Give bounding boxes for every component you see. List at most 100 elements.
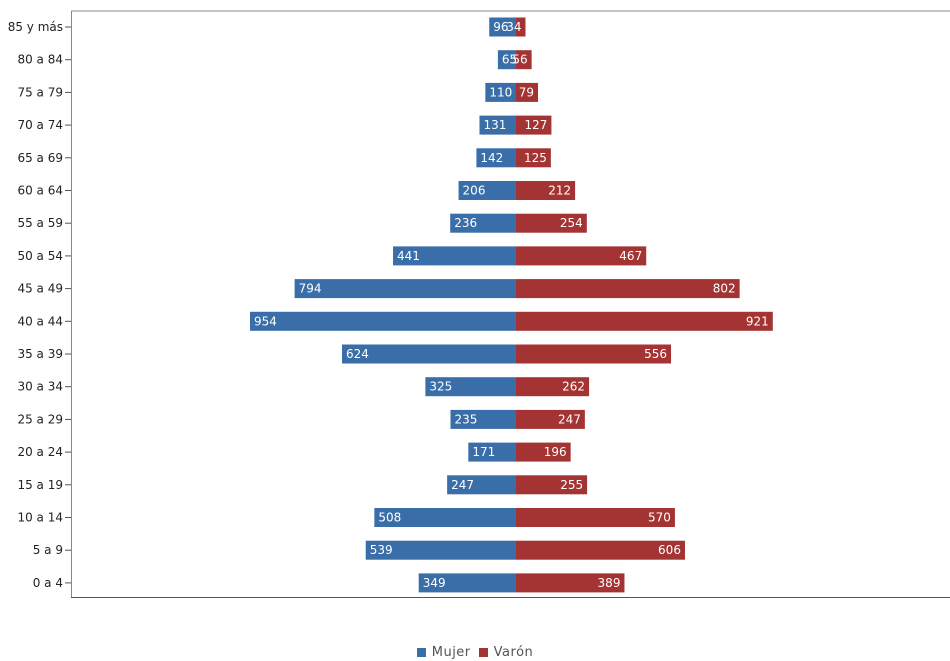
bar-mujer bbox=[374, 508, 516, 527]
data-label-varon: 247 bbox=[558, 412, 581, 426]
legend: Mujer Varón bbox=[0, 645, 950, 661]
bar-varon bbox=[516, 50, 532, 70]
bar-mujer bbox=[479, 115, 516, 135]
category-tick-label: 55 a 59 bbox=[17, 216, 63, 230]
data-label-mujer: 65 bbox=[502, 53, 517, 67]
category-tick-label: 80 a 84 bbox=[17, 53, 63, 67]
bar-mujer bbox=[497, 50, 516, 70]
bar-varon bbox=[516, 246, 647, 266]
category-tick-label: 45 a 49 bbox=[17, 282, 63, 296]
category-tick-label: 20 a 24 bbox=[17, 445, 63, 459]
data-label-mujer: 142 bbox=[480, 151, 503, 165]
data-label-varon: 125 bbox=[524, 151, 547, 165]
category-tick-label: 65 a 69 bbox=[17, 151, 63, 165]
data-label-mujer: 235 bbox=[454, 412, 477, 426]
data-label-mujer: 508 bbox=[378, 511, 401, 525]
data-label-varon: 262 bbox=[562, 380, 585, 394]
bar-varon bbox=[516, 409, 585, 429]
legend-label: Mujer bbox=[431, 645, 471, 660]
category-tick-label: 85 y más bbox=[8, 20, 63, 34]
data-label-mujer: 794 bbox=[299, 282, 322, 296]
data-label-mujer: 349 bbox=[423, 576, 446, 590]
category-tick-label: 25 a 29 bbox=[17, 412, 63, 426]
data-label-mujer: 539 bbox=[370, 543, 393, 557]
category-tick-label: 10 a 14 bbox=[17, 511, 63, 525]
bar-varon bbox=[516, 148, 551, 168]
data-label-mujer: 247 bbox=[451, 478, 474, 492]
bar-mujer bbox=[425, 377, 516, 397]
bar-mujer bbox=[450, 409, 516, 429]
bar-mujer bbox=[365, 540, 516, 560]
data-label-varon: 79 bbox=[519, 85, 534, 99]
data-label-mujer: 624 bbox=[346, 347, 369, 361]
data-label-mujer: 325 bbox=[429, 380, 452, 394]
data-label-varon: 556 bbox=[644, 347, 667, 361]
category-tick-label: 60 a 64 bbox=[17, 184, 63, 198]
bar-varon bbox=[516, 17, 526, 37]
legend-swatch bbox=[478, 648, 488, 657]
legend-item-mujer: Mujer bbox=[416, 645, 471, 660]
bar-mujer bbox=[476, 148, 516, 168]
bar-mujer bbox=[485, 82, 516, 102]
bar-varon bbox=[516, 344, 672, 364]
category-tick-label: 35 a 39 bbox=[17, 347, 63, 361]
bar-varon bbox=[516, 213, 587, 233]
bar-varon bbox=[516, 377, 590, 397]
category-tick-label: 15 a 19 bbox=[17, 478, 63, 492]
data-label-varon: 34 bbox=[506, 20, 521, 34]
data-label-varon: 196 bbox=[544, 445, 567, 459]
bar-mujer bbox=[294, 279, 516, 299]
data-label-varon: 606 bbox=[658, 543, 681, 557]
data-label-varon: 127 bbox=[525, 118, 548, 132]
bar-varon bbox=[516, 475, 588, 495]
bar-varon bbox=[516, 540, 685, 560]
category-tick-label: 70 a 74 bbox=[17, 118, 63, 132]
bar-mujer bbox=[250, 311, 516, 331]
legend-item-varon: Varón bbox=[478, 645, 534, 660]
data-label-mujer: 236 bbox=[454, 216, 477, 230]
category-tick-label: 5 a 9 bbox=[33, 543, 63, 557]
bar-varon bbox=[516, 311, 773, 331]
data-label-varon: 389 bbox=[598, 576, 621, 590]
bar-mujer bbox=[489, 17, 516, 37]
bar-varon bbox=[516, 181, 576, 200]
data-label-varon: 921 bbox=[746, 314, 769, 328]
bars-layer bbox=[250, 17, 773, 593]
bar-varon bbox=[516, 442, 571, 462]
bar-varon bbox=[516, 115, 552, 135]
data-label-mujer: 954 bbox=[254, 314, 277, 328]
bar-varon bbox=[516, 508, 675, 527]
bar-varon bbox=[516, 82, 539, 102]
data-label-mujer: 96 bbox=[493, 20, 508, 34]
bar-mujer bbox=[342, 344, 516, 364]
data-label-varon: 802 bbox=[713, 282, 736, 296]
bar-mujer bbox=[468, 442, 516, 462]
category-tick-label: 0 a 4 bbox=[33, 576, 63, 590]
legend-swatch bbox=[416, 648, 426, 657]
data-label-varon: 467 bbox=[619, 249, 642, 263]
legend-label: Varón bbox=[493, 645, 534, 660]
bar-varon bbox=[516, 573, 625, 593]
bar-varon bbox=[516, 279, 740, 299]
data-label-mujer: 110 bbox=[489, 85, 512, 99]
category-tick-label: 30 a 34 bbox=[17, 380, 63, 394]
plot-frame bbox=[71, 10, 950, 598]
bar-mujer bbox=[458, 181, 516, 200]
category-tick-label: 40 a 44 bbox=[17, 314, 63, 328]
data-label-varon: 212 bbox=[548, 184, 571, 198]
data-label-varon: 56 bbox=[512, 53, 527, 67]
bar-mujer bbox=[393, 246, 516, 266]
bar-mujer bbox=[418, 573, 516, 593]
data-label-mujer: 131 bbox=[483, 118, 506, 132]
data-label-varon: 254 bbox=[560, 216, 583, 230]
category-tick-label: 75 a 79 bbox=[17, 85, 63, 99]
bar-mujer bbox=[450, 213, 516, 233]
data-label-varon: 570 bbox=[648, 511, 671, 525]
bar-mujer bbox=[447, 475, 516, 495]
data-label-mujer: 171 bbox=[472, 445, 495, 459]
category-tick-label: 50 a 54 bbox=[17, 249, 63, 263]
category-axis: 85 y más 80 a 84 75 a 79 70 a 74 65 a 69 60 a… bbox=[8, 20, 71, 590]
data-label-mujer: 206 bbox=[463, 184, 486, 198]
